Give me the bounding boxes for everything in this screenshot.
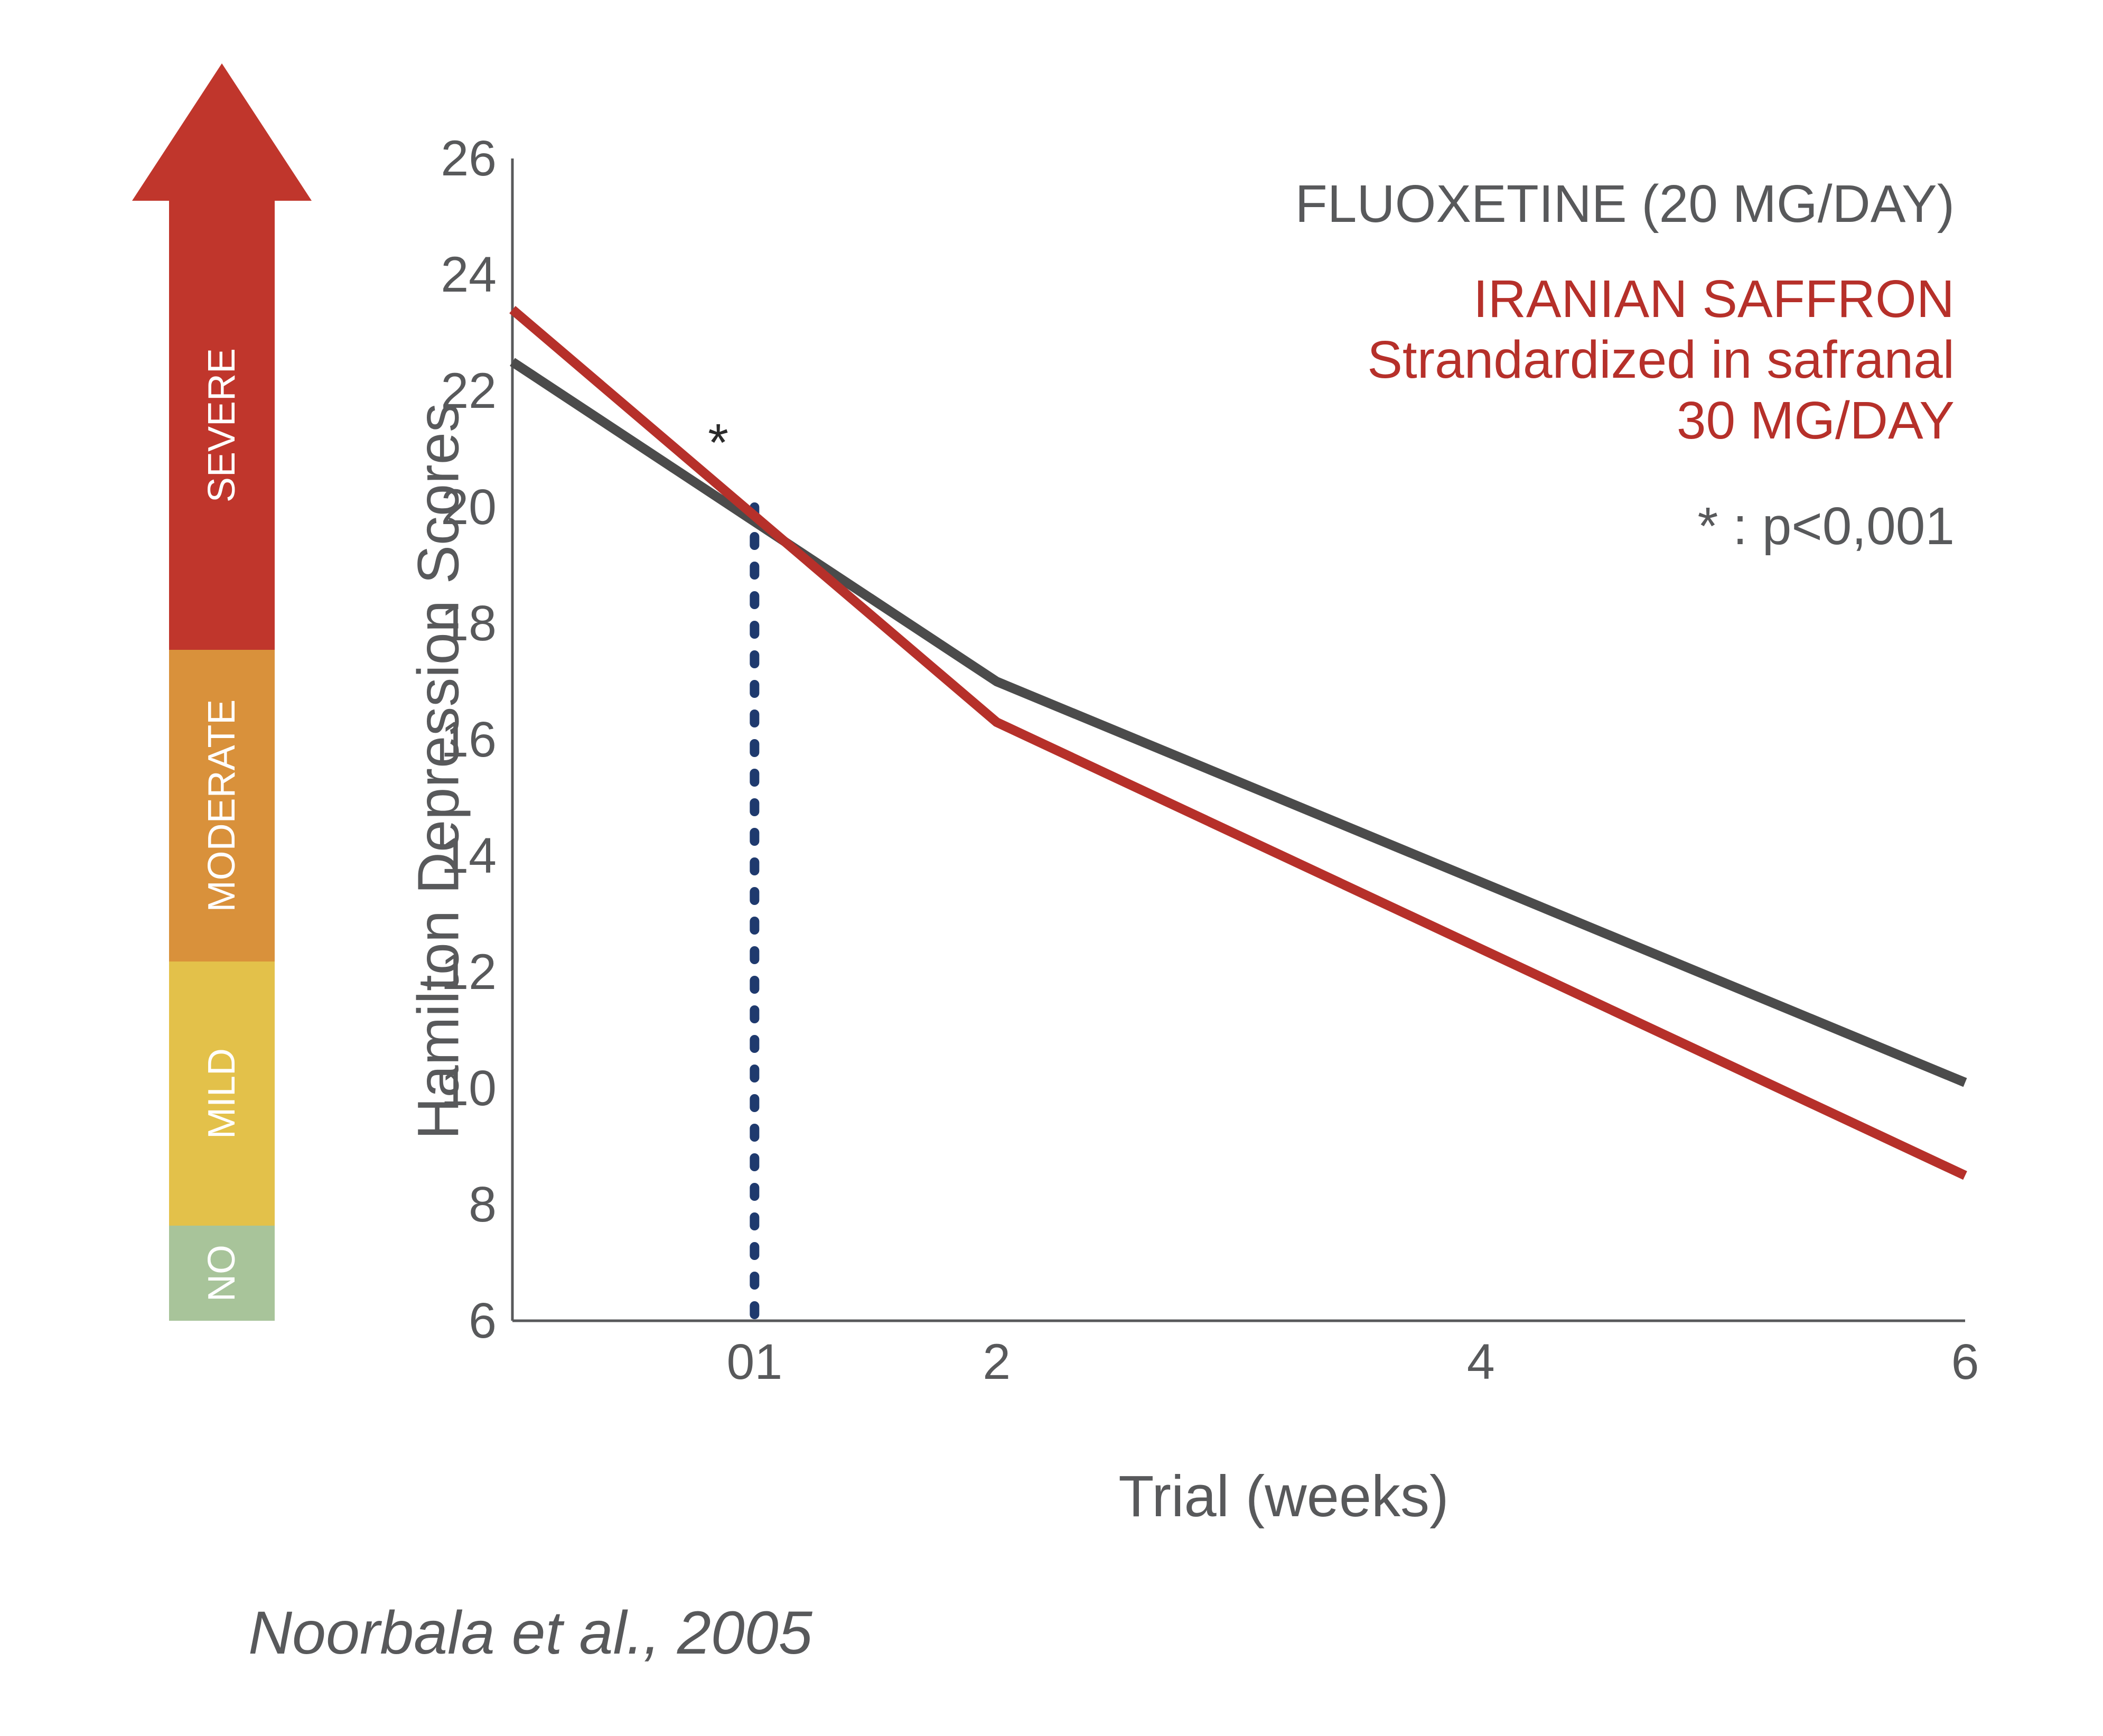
legend-entry-1-line-1: Strandardized in safranal [1367, 330, 1955, 389]
y-tick-16: 16 [441, 712, 497, 768]
legend-entry-1-line-0: IRANIAN SAFFRON [1473, 269, 1955, 329]
x-tick-1: 01 [726, 1334, 782, 1390]
y-tick-26: 26 [441, 130, 497, 186]
significance-star-icon: * [708, 413, 728, 472]
y-tick-24: 24 [441, 247, 497, 303]
y-tick-14: 14 [441, 828, 497, 884]
severity-label-moderate: MODERATE [201, 699, 243, 912]
legend-entry-0-line-0: FLUOXETINE (20 MG/DAY) [1295, 174, 1955, 234]
severity-label-severe: SEVERE [201, 348, 243, 502]
y-tick-18: 18 [441, 595, 497, 651]
y-tick-10: 10 [441, 1060, 497, 1116]
y-tick-20: 20 [441, 479, 497, 535]
severity-label-no: NO [201, 1245, 243, 1302]
y-tick-22: 22 [441, 363, 497, 419]
x-tick-2: 2 [983, 1334, 1011, 1390]
legend-entry-2-line-0: * : p<0,001 [1697, 497, 1955, 556]
x-tick-4: 4 [1467, 1334, 1495, 1390]
x-axis-label: Trial (weeks) [1118, 1464, 1448, 1529]
legend-entry-1-line-2: 30 MG/DAY [1677, 391, 1955, 450]
y-tick-6: 6 [469, 1293, 497, 1349]
x-tick-6: 6 [1951, 1334, 1979, 1390]
background [0, 0, 2103, 1736]
y-tick-8: 8 [469, 1177, 497, 1233]
y-tick-12: 12 [441, 944, 497, 1000]
severity-label-mild: MILD [201, 1048, 243, 1139]
citation: Noorbala et al., 2005 [248, 1599, 813, 1667]
